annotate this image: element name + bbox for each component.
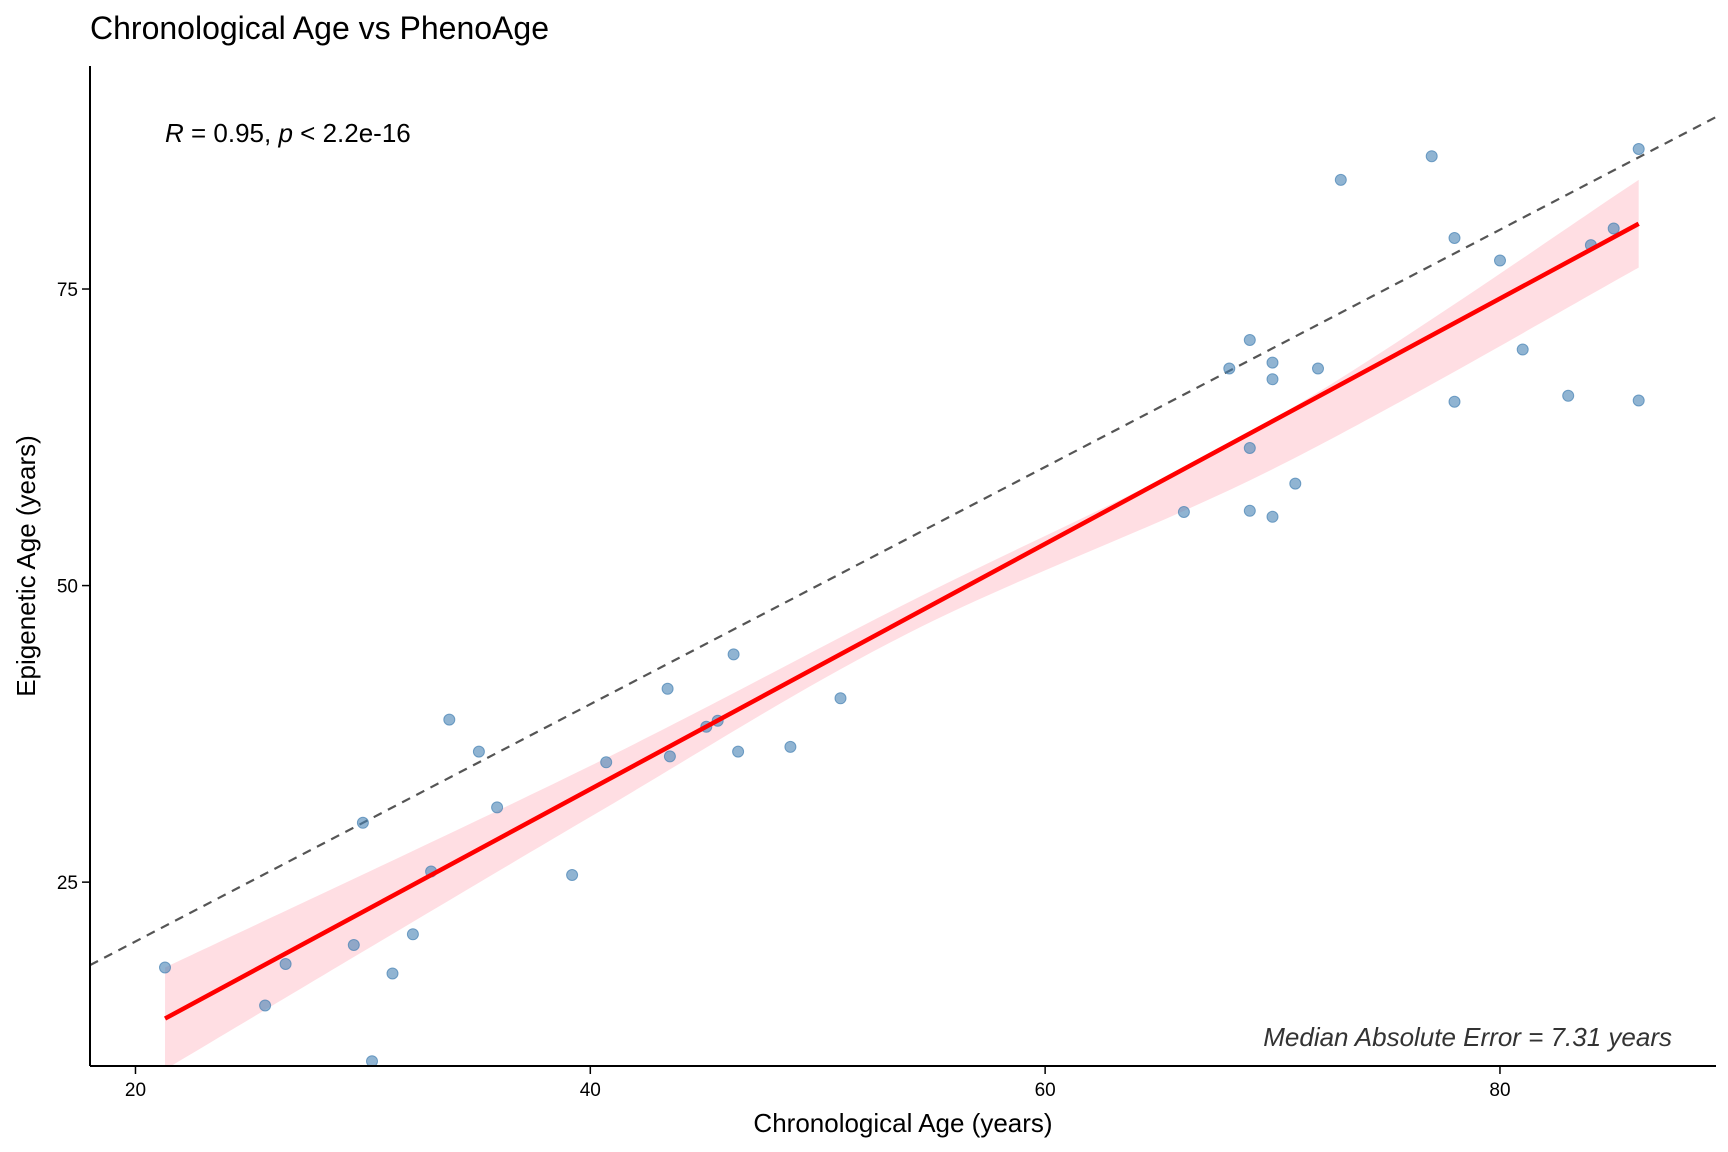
- data-point: [661, 682, 674, 695]
- data-point: [1223, 362, 1236, 375]
- chart-title: Chronological Age vs PhenoAge: [90, 10, 549, 46]
- data-point: [566, 869, 579, 881]
- data-point: [1448, 232, 1461, 244]
- plot-area: [90, 116, 1716, 1066]
- data-point: [732, 745, 745, 758]
- x-tick-label: 40: [580, 1080, 601, 1101]
- p-symbol: p: [277, 118, 292, 148]
- data-point: [472, 745, 485, 758]
- y-tick-label: 75: [57, 280, 78, 301]
- data-point: [600, 756, 613, 769]
- data-point: [1425, 150, 1438, 163]
- data-point: [1289, 477, 1302, 490]
- y-tick-label: 50: [57, 577, 78, 598]
- data-point: [1494, 254, 1506, 267]
- data-point: [1266, 373, 1279, 386]
- data-point: [491, 801, 504, 814]
- data-point: [1632, 394, 1645, 407]
- data-point: [356, 816, 369, 829]
- data-point: [1312, 362, 1324, 375]
- data-point: [159, 961, 171, 974]
- data-point: [1607, 222, 1620, 235]
- identity-line: [90, 116, 1716, 967]
- x-axis-ticks: 20 40 60 80: [125, 1066, 1511, 1101]
- data-point: [1632, 143, 1645, 155]
- r-value: = 0.95,: [184, 118, 279, 148]
- y-tick-label: 25: [57, 873, 78, 894]
- y-axis-ticks: 25 50 75: [57, 280, 90, 894]
- data-point: [347, 939, 360, 951]
- correlation-annotation: R = 0.95, p < 2.2e-16: [165, 118, 411, 148]
- data-point: [784, 740, 797, 753]
- data-point: [443, 713, 456, 726]
- data-point: [1516, 343, 1529, 356]
- x-tick-label: 80: [1489, 1080, 1510, 1101]
- data-point: [366, 1055, 378, 1066]
- data-point: [727, 648, 740, 661]
- mae-annotation: Median Absolute Error = 7.31 years: [1263, 1022, 1672, 1052]
- x-tick-label: 60: [1035, 1080, 1056, 1101]
- data-point: [406, 928, 419, 941]
- r-symbol: R: [165, 118, 184, 148]
- data-point: [1448, 395, 1461, 408]
- x-tick-label: 20: [125, 1080, 146, 1101]
- data-point: [1243, 334, 1256, 346]
- regression-line: [163, 221, 1640, 1021]
- data-point: [259, 999, 272, 1012]
- data-point: [1562, 389, 1575, 402]
- data-point: [386, 967, 399, 980]
- y-axis-title: Epigenetic Age (years): [11, 435, 41, 697]
- data-point: [1266, 356, 1279, 369]
- data-point: [1243, 442, 1256, 454]
- data-point: [1177, 506, 1190, 518]
- p-value: < 2.2e-16: [293, 118, 411, 148]
- x-axis-title: Chronological Age (years): [753, 1108, 1052, 1138]
- plot-inner: [90, 116, 1716, 1066]
- data-point: [834, 692, 847, 705]
- data-point: [279, 958, 292, 970]
- data-point: [1334, 173, 1347, 186]
- data-point: [1266, 510, 1279, 523]
- confidence-band: [165, 179, 1639, 1066]
- data-point: [1243, 504, 1256, 517]
- data-point: [663, 750, 676, 763]
